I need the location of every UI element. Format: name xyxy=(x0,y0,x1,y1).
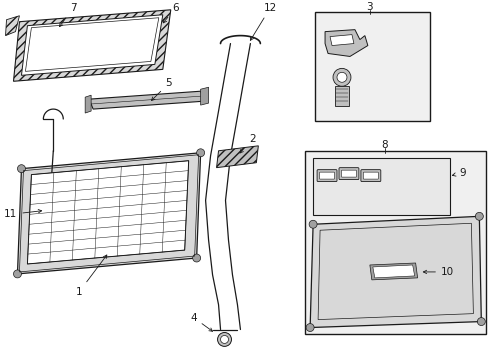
Text: 11: 11 xyxy=(4,209,41,219)
FancyBboxPatch shape xyxy=(338,168,358,180)
Circle shape xyxy=(196,149,204,157)
Polygon shape xyxy=(329,35,353,45)
Text: 4: 4 xyxy=(190,312,212,331)
Text: 8: 8 xyxy=(381,140,387,150)
Circle shape xyxy=(220,336,228,343)
Polygon shape xyxy=(89,91,204,109)
Text: 9: 9 xyxy=(451,168,465,177)
Text: 12: 12 xyxy=(250,3,276,40)
Bar xyxy=(334,86,348,106)
Circle shape xyxy=(332,68,350,86)
Polygon shape xyxy=(200,87,208,105)
Text: 5: 5 xyxy=(151,78,172,100)
Text: 6: 6 xyxy=(163,3,179,23)
Polygon shape xyxy=(325,30,367,57)
Circle shape xyxy=(474,212,482,220)
Circle shape xyxy=(305,324,313,332)
Text: 7: 7 xyxy=(60,3,76,27)
Text: 3: 3 xyxy=(366,2,372,12)
FancyBboxPatch shape xyxy=(363,172,378,179)
Circle shape xyxy=(18,165,25,173)
Polygon shape xyxy=(14,10,170,81)
Circle shape xyxy=(14,270,21,278)
Polygon shape xyxy=(18,153,200,274)
Bar xyxy=(314,12,428,121)
Circle shape xyxy=(192,254,200,262)
Polygon shape xyxy=(369,263,417,280)
FancyBboxPatch shape xyxy=(341,170,356,177)
Text: 2: 2 xyxy=(240,134,255,153)
FancyBboxPatch shape xyxy=(360,170,380,181)
Polygon shape xyxy=(27,161,188,264)
Bar xyxy=(312,158,449,215)
Circle shape xyxy=(217,333,231,346)
Polygon shape xyxy=(21,15,163,75)
Polygon shape xyxy=(309,216,480,328)
Text: 1: 1 xyxy=(76,255,106,297)
FancyBboxPatch shape xyxy=(316,170,336,181)
Polygon shape xyxy=(5,16,20,36)
Polygon shape xyxy=(216,146,258,168)
Circle shape xyxy=(308,220,316,228)
Polygon shape xyxy=(372,265,414,278)
Circle shape xyxy=(336,72,346,82)
Text: 10: 10 xyxy=(423,267,453,277)
Polygon shape xyxy=(85,95,91,113)
Circle shape xyxy=(476,318,484,325)
Bar xyxy=(305,151,486,334)
FancyBboxPatch shape xyxy=(319,172,334,179)
